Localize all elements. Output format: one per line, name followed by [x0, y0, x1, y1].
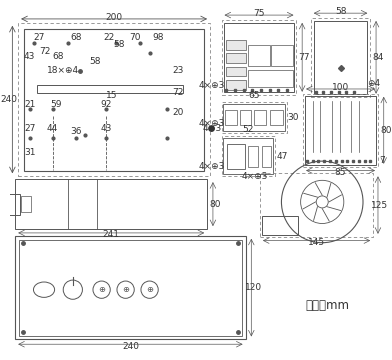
Text: 241: 241 [103, 230, 120, 239]
Bar [21, 197, 31, 212]
Bar [249, 45, 270, 66]
Text: ⊕: ⊕ [146, 285, 153, 294]
Text: 27: 27 [34, 33, 45, 42]
Text: 125: 125 [371, 201, 388, 210]
Bar [271, 45, 292, 66]
Text: 52: 52 [243, 125, 254, 134]
Bar [225, 23, 294, 92]
Bar [240, 110, 251, 125]
Bar [223, 138, 273, 174]
Text: 68: 68 [53, 52, 64, 61]
Text: 58: 58 [113, 40, 125, 49]
Bar [221, 20, 296, 95]
Text: 4●3: 4●3 [202, 124, 221, 133]
Text: 20: 20 [173, 108, 184, 117]
Text: 4×⊕3: 4×⊕3 [242, 172, 269, 181]
Text: 36: 36 [70, 127, 82, 136]
Bar [262, 216, 298, 235]
Bar [226, 40, 245, 50]
Text: 4×⊕3: 4×⊕3 [199, 162, 225, 171]
Bar [24, 30, 204, 171]
Text: 240: 240 [122, 342, 139, 351]
Bar [249, 145, 258, 167]
Text: 92: 92 [101, 100, 112, 109]
Text: 59: 59 [51, 100, 62, 109]
Bar [223, 104, 285, 131]
Bar [227, 144, 245, 168]
Text: 68: 68 [70, 33, 82, 42]
Bar [249, 70, 292, 87]
Text: 31: 31 [24, 148, 35, 157]
Text: 7: 7 [379, 157, 385, 166]
Text: 58: 58 [89, 57, 101, 66]
Bar [225, 110, 237, 125]
Text: 200: 200 [105, 13, 123, 22]
Bar [18, 23, 210, 176]
Text: 75: 75 [253, 9, 265, 18]
Bar [303, 94, 378, 167]
Text: ⊕4: ⊕4 [368, 79, 381, 88]
Text: 47: 47 [276, 152, 288, 161]
Text: 18×⊕4: 18×⊕4 [47, 66, 79, 75]
Text: 77: 77 [298, 53, 310, 62]
Bar [221, 136, 275, 176]
Text: 15: 15 [105, 91, 117, 100]
Bar [5, 194, 20, 215]
Bar [254, 110, 266, 125]
Text: 4×⊕3: 4×⊕3 [199, 81, 225, 90]
Text: 85: 85 [335, 168, 346, 177]
Text: 27: 27 [24, 124, 35, 133]
Text: ⊕: ⊕ [98, 285, 105, 294]
Bar [314, 21, 367, 94]
Text: 145: 145 [308, 238, 325, 247]
Bar [15, 236, 245, 339]
Bar [270, 110, 283, 125]
Text: 21: 21 [24, 100, 35, 109]
Text: 23: 23 [173, 66, 184, 75]
Text: 80: 80 [209, 200, 221, 209]
Bar [305, 96, 376, 165]
Bar [19, 240, 242, 336]
Text: 43: 43 [101, 124, 112, 133]
Text: 100: 100 [332, 82, 349, 91]
Bar [226, 80, 245, 90]
Bar [226, 54, 245, 63]
Text: 80: 80 [380, 126, 391, 135]
Text: 43: 43 [24, 52, 35, 61]
Text: 84: 84 [372, 53, 384, 62]
Text: 120: 120 [245, 283, 262, 292]
Bar [262, 145, 271, 167]
Bar [37, 85, 183, 93]
Text: 58: 58 [335, 7, 346, 16]
Bar [15, 179, 207, 229]
Text: 72: 72 [39, 47, 51, 56]
Text: 单位：mm: 单位：mm [305, 300, 349, 312]
Text: ⊕: ⊕ [122, 285, 129, 294]
Text: 30: 30 [288, 113, 299, 122]
Bar [221, 102, 287, 133]
Bar [311, 18, 370, 96]
Text: 22: 22 [103, 33, 115, 42]
Text: 4×⊕3: 4×⊕3 [199, 119, 225, 128]
Text: 98: 98 [152, 33, 164, 42]
Text: 240: 240 [0, 95, 17, 104]
Bar [226, 67, 245, 76]
Bar [260, 174, 373, 237]
Text: 70: 70 [129, 33, 141, 42]
Text: 65: 65 [249, 91, 260, 100]
Text: 72: 72 [173, 88, 184, 97]
Text: 44: 44 [47, 124, 58, 133]
